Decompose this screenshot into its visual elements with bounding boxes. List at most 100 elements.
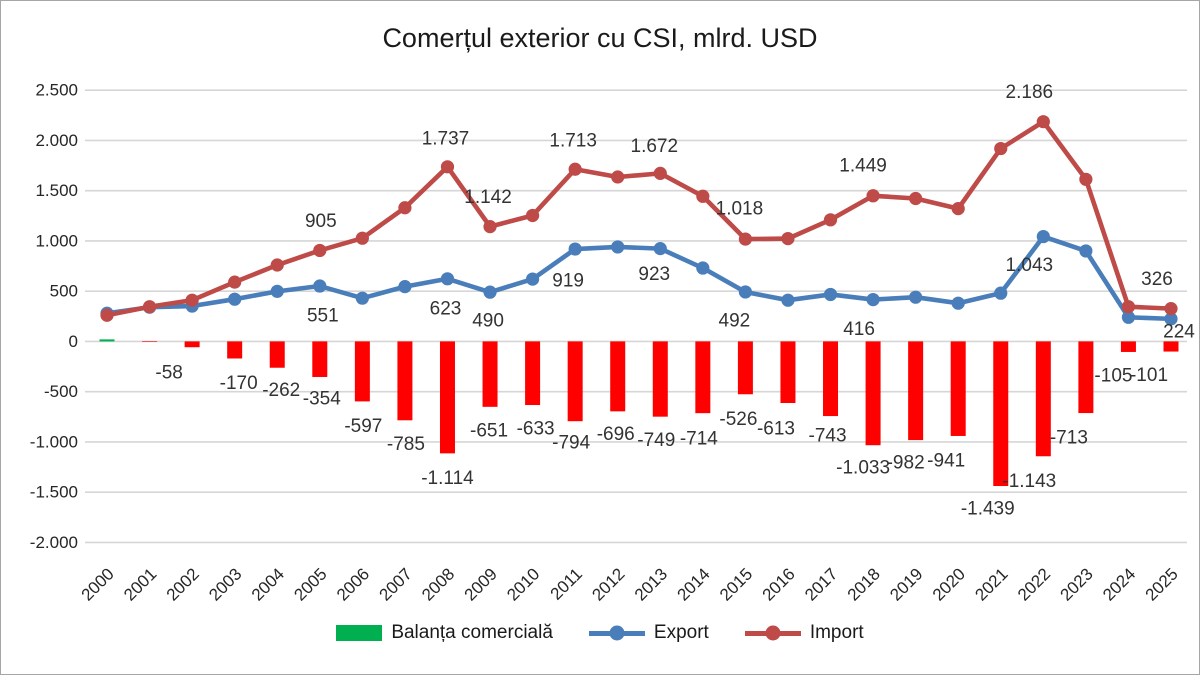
x-tick-label: 2017	[801, 564, 841, 604]
balance-bar	[950, 341, 966, 436]
x-tick-label: 2015	[716, 564, 756, 604]
balance-bar	[269, 341, 285, 368]
y-tick-label: -1.500	[30, 483, 78, 502]
data-label: -526	[719, 409, 757, 430]
export-marker	[313, 279, 327, 293]
import-marker	[270, 258, 284, 272]
data-label: -743	[809, 426, 847, 447]
legend-item-balance: Balanța comercială	[336, 622, 553, 644]
data-label: 551	[307, 306, 339, 327]
legend: Balanța comercială Export Import	[1, 622, 1199, 644]
data-label: -105	[1094, 365, 1132, 386]
data-label: 1.018	[716, 199, 764, 220]
data-label: 919	[552, 271, 584, 292]
data-label: 492	[719, 310, 751, 331]
import-marker	[1079, 172, 1093, 186]
balance-bar	[1120, 341, 1136, 352]
y-tick-label: 1.500	[35, 181, 78, 200]
balance-bar	[1163, 341, 1179, 352]
x-tick-label: 2018	[844, 564, 884, 604]
import-marker	[1121, 300, 1136, 314]
import-marker	[738, 232, 753, 246]
balance-bar	[567, 341, 583, 422]
import-line-swatch-icon	[744, 625, 801, 642]
balance-swatch-icon	[336, 625, 383, 641]
export-line	[104, 234, 1174, 322]
export-marker	[738, 285, 753, 299]
y-tick-label: -2.000	[30, 533, 78, 552]
x-tick-label: 2022	[1014, 564, 1054, 604]
export-marker	[823, 287, 838, 302]
data-label: -58	[155, 363, 182, 384]
import-marker	[1164, 302, 1178, 316]
export-marker	[1036, 229, 1050, 244]
x-tick-label: 2008	[418, 564, 458, 604]
x-tick-label: 2011	[547, 564, 586, 603]
legend-label-export: Export	[653, 622, 709, 643]
export-marker	[526, 272, 540, 286]
export-marker	[611, 240, 625, 254]
import-marker	[526, 208, 540, 223]
x-tick-label: 2002	[163, 564, 203, 604]
data-label: -262	[262, 380, 300, 401]
legend-item-import: Import	[744, 622, 864, 644]
export-marker	[440, 272, 455, 286]
export-marker	[270, 284, 284, 298]
export-line-swatch-icon	[588, 625, 645, 642]
data-label: -1.439	[961, 499, 1015, 520]
y-tick-label: 2.500	[35, 81, 78, 100]
legend-label-balance: Balanța comercială	[391, 622, 553, 643]
balance-bar	[184, 341, 200, 348]
export-marker	[994, 286, 1008, 300]
legend-item-export: Export	[588, 622, 709, 644]
balance-bar	[695, 341, 711, 414]
x-tick-label: 2023	[1057, 564, 1097, 604]
data-label: 623	[430, 298, 462, 319]
data-label: -941	[927, 450, 965, 471]
chart-title: Comerțul exterior cu CSI, mlrd. USD	[382, 23, 818, 53]
import-marker	[355, 231, 369, 245]
data-label: -633	[517, 419, 555, 440]
y-tick-label: 1.000	[35, 231, 78, 250]
balance-bar	[908, 341, 924, 441]
data-label: -1.143	[1002, 471, 1056, 492]
import-marker	[909, 191, 923, 206]
data-label: 224	[1163, 321, 1195, 342]
data-label: -714	[680, 429, 718, 450]
data-label: -354	[303, 388, 341, 409]
import-line	[104, 119, 1174, 318]
balance-bar	[993, 341, 1009, 487]
x-tick-label: 2019	[886, 564, 926, 604]
x-tick-label: 2014	[673, 564, 713, 604]
data-label: 1.142	[464, 187, 512, 208]
data-label: -785	[387, 434, 425, 455]
export-marker	[483, 285, 497, 299]
import-marker	[611, 170, 625, 184]
import-marker	[100, 308, 114, 322]
export-marker	[653, 242, 667, 256]
import-marker	[483, 220, 497, 234]
x-tick-label: 2013	[631, 564, 671, 604]
balance-bar	[99, 339, 115, 342]
balance-bar	[525, 341, 541, 406]
data-label: 1.449	[839, 155, 887, 176]
export-marker	[228, 292, 242, 306]
y-tick-label: 2.000	[35, 131, 78, 150]
balance-bar	[1078, 341, 1094, 414]
import-marker	[568, 162, 582, 176]
data-label: -696	[597, 424, 635, 445]
x-tick-label: 2003	[205, 564, 245, 604]
data-label: 905	[305, 211, 337, 232]
balance-bar	[142, 341, 158, 342]
import-marker	[653, 166, 667, 180]
x-tick-label: 2005	[290, 564, 330, 604]
data-label: 326	[1141, 269, 1173, 290]
x-tick-label: 2024	[1099, 564, 1139, 604]
balance-bar	[312, 341, 328, 377]
import-marker	[951, 202, 965, 216]
balance-bar	[780, 341, 796, 404]
data-label: 2.186	[1006, 82, 1054, 103]
x-tick-label: 2010	[503, 564, 543, 604]
x-tick-label: 2007	[376, 564, 416, 604]
